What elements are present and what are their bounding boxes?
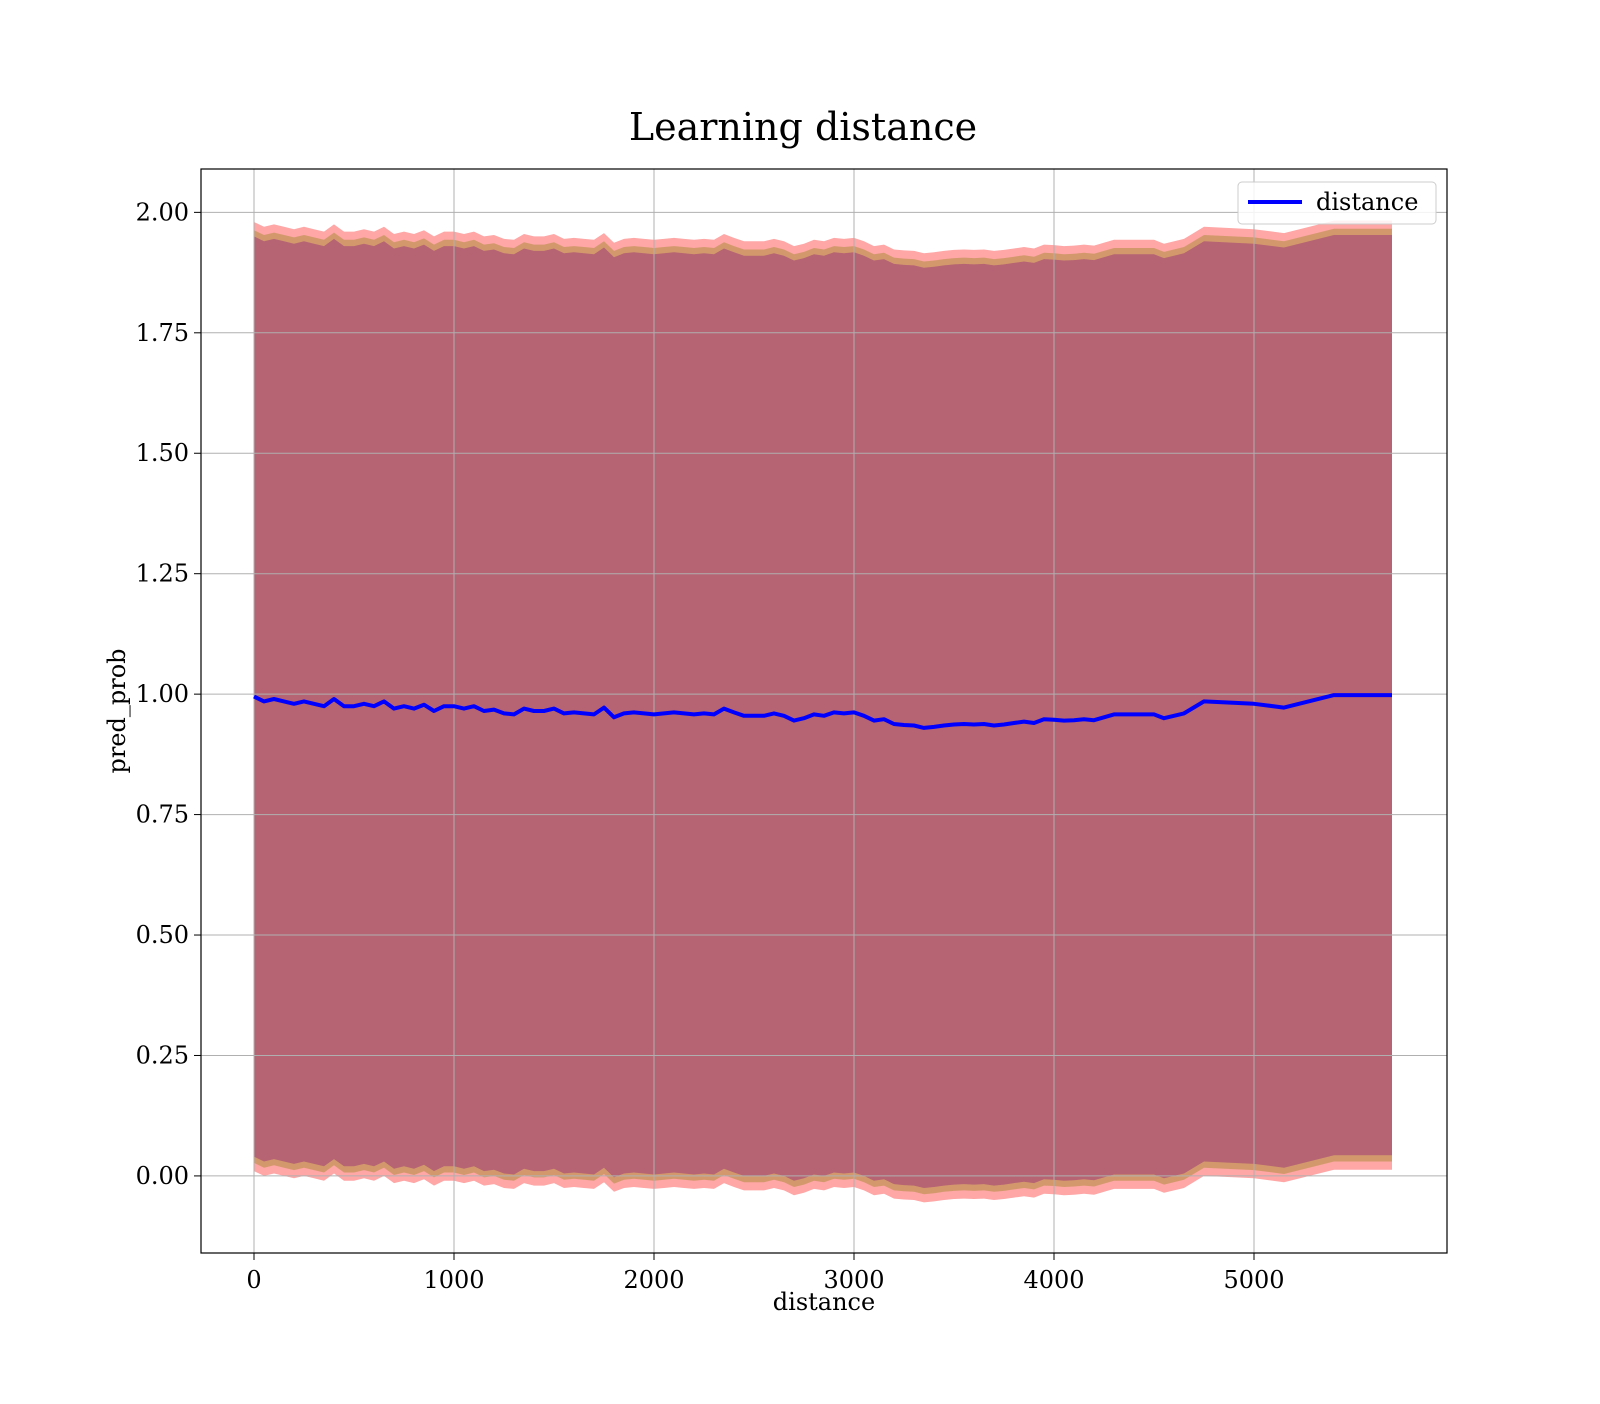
x-tick-label: 1000 <box>423 1266 484 1294</box>
x-tick-label: 0 <box>246 1266 261 1294</box>
legend-box <box>1237 181 1437 225</box>
y-tick-label: 1.50 <box>136 439 189 467</box>
y-tick-label: 0.50 <box>136 921 189 949</box>
x-tick-label: 2000 <box>623 1266 684 1294</box>
band-inner <box>254 235 1392 1188</box>
legend: distance <box>1237 181 1437 225</box>
y-tick-label: 1.25 <box>136 560 189 588</box>
chart-title: Learning distance <box>629 105 977 149</box>
y-tick-label: 1.75 <box>136 319 189 347</box>
band-outer <box>254 220 1392 1203</box>
series-line-distance <box>253 693 1392 730</box>
band-middle <box>254 228 1392 1195</box>
x-tick-label: 3000 <box>823 1266 884 1294</box>
y-tick-label: 0.25 <box>136 1041 189 1069</box>
y-tick-label: 0.75 <box>136 801 189 829</box>
x-tick-label: 4000 <box>1023 1266 1084 1294</box>
y-tick-label: 2.00 <box>136 198 189 226</box>
y-axis-label: pred_prob <box>103 648 131 773</box>
plot-frame <box>200 168 1448 1254</box>
line-layer <box>253 693 1392 730</box>
y-tick-label: 0.00 <box>136 1162 189 1190</box>
x-axis-label: distance <box>773 1288 875 1316</box>
legend-label-distance: distance <box>1316 188 1418 216</box>
x-tick-label: 5000 <box>1223 1266 1284 1294</box>
tick-layer: 0 1000 2000 3000 4000 5000 0.00 0.25 0.50 0.75 1.0… <box>136 198 1285 1294</box>
band-layer <box>254 220 1392 1203</box>
y-tick-label: 1.00 <box>136 680 189 708</box>
